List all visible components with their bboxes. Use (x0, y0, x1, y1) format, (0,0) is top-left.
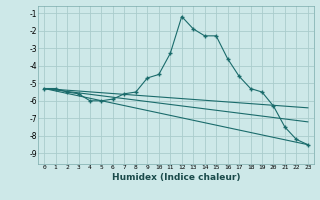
X-axis label: Humidex (Indice chaleur): Humidex (Indice chaleur) (112, 173, 240, 182)
